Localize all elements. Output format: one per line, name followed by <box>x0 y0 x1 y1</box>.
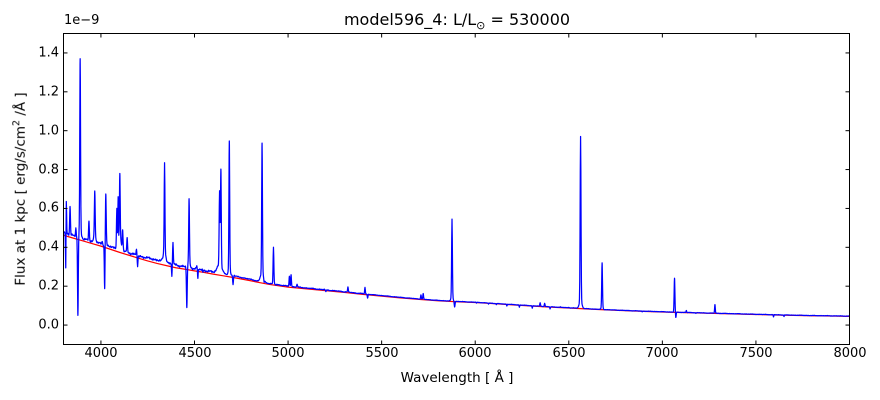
sun-symbol: ⊙ <box>475 19 485 32</box>
x-tick-label: 8000 <box>832 346 867 361</box>
x-tick-label: 4000 <box>84 346 118 361</box>
spectrum-line <box>63 58 850 319</box>
y-axis-label: Flux at 1 kpc [ erg/s/cm2 /Å ] <box>11 92 29 286</box>
x-tick-label: 6000 <box>458 346 492 361</box>
y-tick-label: 1.0 <box>37 123 59 139</box>
series-layer <box>63 58 850 319</box>
y-axis-offset-text: 1e−9 <box>63 13 99 28</box>
continuum-line <box>63 234 850 317</box>
x-tick-label: 5000 <box>271 346 305 361</box>
title-value: = 530000 <box>484 10 570 29</box>
y-tick-label: 1.2 <box>37 84 59 100</box>
x-axis-label: Wavelength [ Å ] <box>400 370 513 386</box>
axes-layer <box>63 33 850 345</box>
x-tick-label: 4500 <box>177 346 212 361</box>
y-tick-label: 0.8 <box>37 162 59 178</box>
plot-title: model596_4: L/L⊙ = 530000 <box>343 10 569 32</box>
ylabel-superscript: 2 <box>11 119 23 127</box>
y-tick-label: 0.4 <box>37 239 59 255</box>
y-tick-label: 0.0 <box>37 317 59 333</box>
x-tick-label: 7000 <box>645 346 679 361</box>
x-tick-label: 7500 <box>739 346 773 361</box>
x-tick-label: 6500 <box>552 346 586 361</box>
axes-spines <box>63 33 850 345</box>
y-tick-label: 0.2 <box>37 278 59 294</box>
title-text: model596_4: L/L <box>343 10 476 29</box>
x-tick-label: 5500 <box>365 346 399 361</box>
y-tick-label: 1.4 <box>37 45 59 61</box>
y-tick-label: 0.6 <box>37 200 59 216</box>
